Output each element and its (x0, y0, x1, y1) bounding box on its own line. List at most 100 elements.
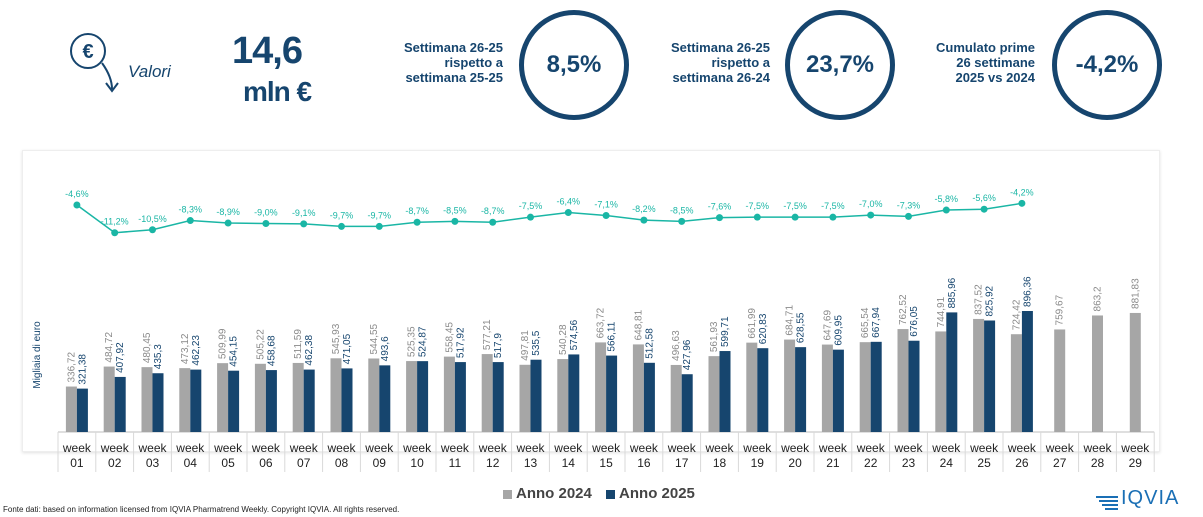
x-tick-label: 10 (410, 456, 424, 470)
bar-label-2024: 759,67 (1055, 294, 1066, 325)
variation-label: -7,3% (897, 200, 921, 210)
bar-2025 (1021, 310, 1033, 432)
legend-item-2025: Anno 2025 (606, 485, 695, 502)
bar-label-2024: 665,54 (860, 307, 871, 338)
x-tick-label: 22 (864, 456, 878, 470)
bar-2024 (670, 364, 682, 432)
bar-2024 (1129, 312, 1141, 432)
bar-label-2025: 517,92 (455, 327, 466, 358)
bar-label-2024: 525,35 (407, 326, 418, 357)
variation-label: -8,2% (632, 204, 656, 214)
bar-2025 (606, 355, 618, 432)
variation-point (678, 217, 686, 225)
bar-2025 (454, 362, 466, 432)
bar-2025 (228, 370, 240, 432)
x-tick-label: week (818, 441, 848, 455)
variation-label: -8,5% (443, 205, 467, 215)
x-tick-label: week (62, 441, 92, 455)
x-tick-label: week (1120, 441, 1150, 455)
x-tick-label: 25 (977, 456, 991, 470)
bar-2024 (330, 358, 342, 432)
x-tick-label: week (856, 441, 886, 455)
bar-label-2024: 837,52 (974, 284, 985, 315)
variation-label: -8,5% (670, 205, 694, 215)
variation-point (602, 212, 610, 219)
variation-point (716, 214, 723, 222)
bar-2025 (568, 354, 580, 432)
variation-label: -9,7% (330, 210, 354, 220)
bar-2024 (141, 367, 153, 432)
variation-point (1018, 199, 1026, 207)
bar-2025 (379, 365, 391, 432)
variation-label: -5,6% (972, 193, 996, 203)
variation-point (489, 218, 497, 226)
x-tick-label: 11 (449, 456, 462, 470)
variation-point (375, 222, 383, 230)
x-tick-label: week (100, 441, 130, 455)
x-tick-label: 12 (486, 456, 500, 470)
bar-label-2025: 427,96 (682, 339, 693, 370)
variation-point (224, 219, 232, 227)
bar-label-2024: 496,63 (671, 330, 682, 361)
metric-unit: mln € (243, 76, 312, 107)
variation-label: -8,7% (405, 206, 429, 216)
bar-label-2024: 336,72 (66, 352, 77, 383)
kpi-3-circle: -4,2% (1052, 10, 1162, 120)
bar-label-2025: 599,71 (720, 316, 731, 347)
variation-label: -9,7% (368, 210, 392, 220)
bar-2025 (832, 349, 844, 432)
bar-label-2024: 863,2 (1093, 286, 1104, 311)
x-tick-label: week (742, 441, 772, 455)
bar-label-2024: 540,28 (558, 324, 569, 355)
bar-2025 (303, 369, 315, 432)
bar-2025 (492, 362, 504, 432)
x-tick-label: week (1007, 441, 1037, 455)
variation-point (338, 222, 345, 230)
legend-item-2024: Anno 2024 (503, 485, 592, 502)
x-tick-label: week (1045, 441, 1075, 455)
bar-label-2024: 744,91 (936, 296, 947, 327)
bar-label-2025: 493,6 (380, 336, 391, 361)
x-tick-label: week (289, 441, 319, 455)
svg-text:€: € (82, 41, 93, 63)
x-tick-label: week (893, 441, 923, 455)
x-tick-label: 28 (1091, 456, 1105, 470)
bar-label-2024: 684,71 (785, 305, 796, 336)
bar-label-2025: 676,05 (909, 306, 920, 337)
variation-label: -7,5% (746, 201, 770, 211)
variation-label: -4,6% (65, 189, 89, 199)
bar-2024 (557, 359, 569, 432)
kpi-1-text: Settimana 26-25 rispetto a settimana 25-… (404, 40, 503, 85)
bar-label-2024: 762,52 (898, 294, 909, 325)
bar-2025 (908, 340, 920, 432)
bar-label-2025: 620,83 (758, 313, 769, 344)
x-tick-label: 08 (335, 456, 349, 470)
bar-2025 (984, 320, 996, 432)
bar-label-2025: 609,95 (833, 315, 844, 346)
bar-label-2024: 480,45 (142, 332, 153, 363)
bar-2024 (821, 344, 833, 432)
bar-2024 (481, 354, 493, 432)
variation-point (905, 212, 912, 220)
x-tick-label: 02 (108, 456, 122, 470)
variation-point (186, 217, 194, 225)
x-tick-label: 23 (902, 456, 916, 470)
variation-label: -7,5% (821, 201, 845, 211)
bar-label-2024: 558,45 (444, 322, 455, 353)
x-tick-label: 24 (940, 456, 954, 470)
bar-label-2025: 667,94 (871, 307, 882, 338)
variation-point (564, 209, 572, 217)
bar-label-2024: 561,93 (709, 321, 720, 352)
bar-label-2025: 566,11 (607, 321, 618, 351)
variation-label: -7,0% (859, 199, 883, 209)
x-tick-label: week (175, 441, 205, 455)
kpi-1-circle: 8,5% (519, 10, 629, 120)
bar-2024 (859, 342, 871, 432)
variation-point (791, 213, 799, 221)
legend: Anno 2024 Anno 2025 (503, 485, 705, 502)
variation-point (111, 229, 119, 237)
bar-2024 (292, 362, 304, 432)
bar-2024 (179, 368, 191, 432)
bar-label-2025: 524,87 (418, 326, 429, 357)
